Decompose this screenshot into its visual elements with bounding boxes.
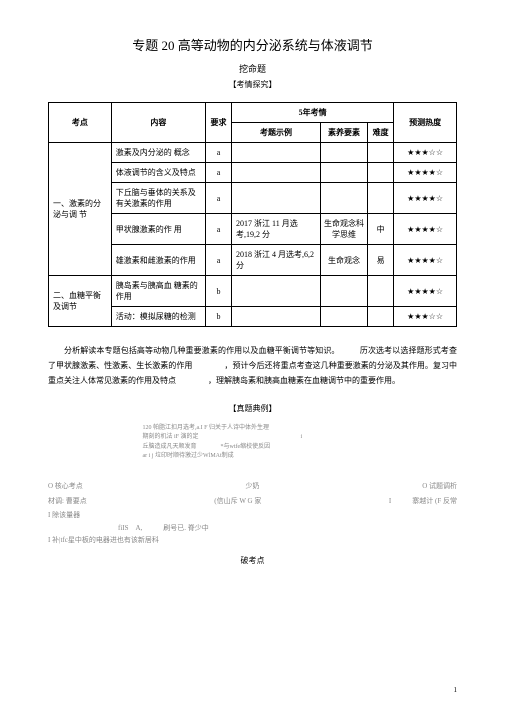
section-header: 【真题典例】 (48, 403, 457, 414)
cell-req: a (205, 245, 231, 276)
cell-example: 2018 浙江 4 月选考,6,2分 (232, 245, 321, 276)
cell-req: a (205, 143, 231, 163)
note-item: I 寨越计 (F 反常 (389, 495, 457, 508)
cell-diff (368, 163, 394, 183)
cell-content: 活动：模拟尿糖的检测 (111, 307, 205, 327)
analysis-paragraph: 分析解读本专题包括高等动物几种重要激素的作用以及血糖平衡调节等知识。 历次选考以… (48, 343, 457, 389)
cell-req: a (205, 214, 231, 245)
note-item: 少奶 (246, 480, 260, 493)
breakpoint-label: 破考点 (48, 555, 457, 566)
bottom-notes: O 核心考点 少奶 O 试题调析 材调: 曹要点 (信山斥 W G 家 I 寨越… (48, 480, 457, 547)
cell-element (320, 276, 367, 307)
note-item: I 补|tfc星中板的电器进也有该新居科 (48, 534, 457, 547)
th-topic: 考点 (49, 103, 112, 143)
cell-example (232, 143, 321, 163)
note-item: 材调: 曹要点 (48, 495, 87, 508)
cell-example: 2017 浙江 11 月选考,19,2 分 (232, 214, 321, 245)
faded-line: 丘脑造成凡天顺发育 *与wtfe缩校使反因 (143, 443, 363, 453)
exam-table: 考点 内容 要求 5年考情 预测热度 考题示例 素养要素 难度 一、激素的分泌与… (48, 102, 457, 327)
cell-stars: ★★★☆☆ (394, 307, 457, 327)
cell-content: 下丘脑与垂体的关系及有关激素的作用 (111, 183, 205, 214)
cell-diff (368, 183, 394, 214)
cell-diff (368, 143, 394, 163)
cell-example (232, 276, 321, 307)
page-number: 1 (454, 686, 458, 694)
subtitle-section: 【考情探究】 (48, 79, 457, 90)
cell-req: a (205, 183, 231, 214)
cell-diff: 中 (368, 214, 394, 245)
cell-stars: ★★★☆☆ (394, 143, 457, 163)
note-item: fiIS A, 刷号已. 脊少中 (48, 522, 457, 535)
th-content: 内容 (111, 103, 205, 143)
cell-element (320, 183, 367, 214)
cell-element (320, 163, 367, 183)
subtitle: 挖命题 (48, 62, 457, 75)
cell-diff (368, 276, 394, 307)
th-element: 素养要素 (320, 123, 367, 143)
cell-element: 生命观念科学思维 (320, 214, 367, 245)
cell-content: 胰岛素与胰高血 糖素的作用 (111, 276, 205, 307)
page-title: 专题 20 高等动物的内分泌系统与体液调节 (48, 35, 457, 54)
faded-line: 期刻的机法 iF 演的定 i (143, 433, 363, 443)
th-five-year: 5年考情 (232, 103, 394, 123)
th-difficulty: 难度 (368, 123, 394, 143)
cell-diff: 易 (368, 245, 394, 276)
cell-content: 雄激素和雌激素的作用 (111, 245, 205, 276)
cell-stars: ★★★★☆ (394, 163, 457, 183)
th-requirement: 要求 (205, 103, 231, 143)
faded-line: ar i j 垃印时顺待激过少WlMAt制成 (143, 452, 363, 462)
cell-content: 激素及内分泌的 概念 (111, 143, 205, 163)
section2-title: 二、血糖平衡及调节 (49, 276, 112, 327)
cell-content: 甲状腺激素的作 用 (111, 214, 205, 245)
faded-text-block: 120 帕脂江扣月选考,a.I F 归关于人诗中体外生理 期刻的机法 iF 演的… (143, 424, 363, 462)
cell-stars: ★★★★☆ (394, 183, 457, 214)
cell-content: 体液调节的含义及特点 (111, 163, 205, 183)
cell-element (320, 143, 367, 163)
cell-diff (368, 307, 394, 327)
cell-stars: ★★★★☆ (394, 276, 457, 307)
cell-req: b (205, 307, 231, 327)
cell-element (320, 307, 367, 327)
th-example: 考题示例 (232, 123, 321, 143)
cell-element: 生命观念 (320, 245, 367, 276)
note-item: O 核心考点 (48, 480, 83, 493)
th-predict: 预测热度 (394, 103, 457, 143)
cell-stars: ★★★★☆ (394, 245, 457, 276)
note-item: O 试题调析 (422, 480, 457, 493)
note-item: (信山斥 W G 家 (214, 495, 261, 508)
faded-line: 120 帕脂江扣月选考,a.I F 归关于人诗中体外生理 (143, 424, 363, 434)
cell-example (232, 307, 321, 327)
cell-req: a (205, 163, 231, 183)
cell-example (232, 163, 321, 183)
cell-stars: ★★★★☆ (394, 214, 457, 245)
section1-title: 一、激素的分泌与调 节 (49, 143, 112, 276)
cell-req: b (205, 276, 231, 307)
cell-example (232, 183, 321, 214)
note-item: I 除该量器 (48, 509, 457, 522)
